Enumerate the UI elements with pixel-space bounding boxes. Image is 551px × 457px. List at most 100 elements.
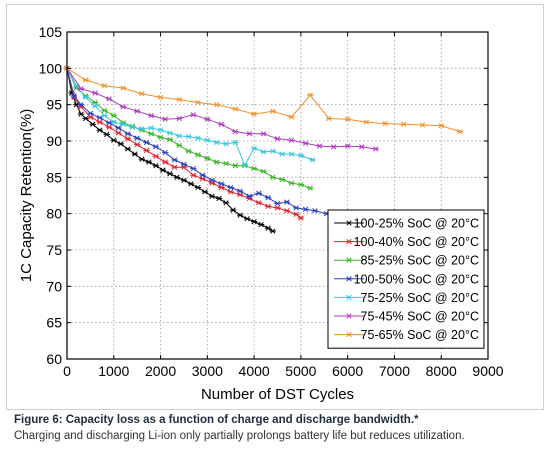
data-point (171, 164, 178, 170)
data-point (199, 172, 206, 178)
data-point (110, 119, 117, 125)
legend-item: 100-50% SoC @ 20°C (334, 272, 479, 286)
data-point (232, 163, 239, 169)
data-point (307, 92, 314, 98)
chart-frame: 0 1000 2000 3000 4000 5000 6000 7000 8000 9000 60 6… (6, 4, 544, 410)
legend-item: 100-25% SoC @ 20°C (334, 217, 479, 231)
data-point (89, 121, 96, 127)
data-point (309, 157, 316, 163)
data-point (101, 107, 108, 114)
data-point (274, 136, 281, 142)
caption-title: Figure 6: Capacity loss as a function of… (14, 414, 419, 426)
data-point (208, 193, 216, 199)
y-axis-label: 1C Capacity Retention(%) (18, 109, 35, 282)
y-tick-label: 80 (46, 206, 62, 222)
data-point (194, 184, 202, 191)
data-point (176, 142, 183, 149)
data-point (344, 116, 351, 122)
legend: 100-25% SoC @ 20°C 100-40% SoC @ 20°C 85-2… (327, 209, 485, 349)
data-point (243, 216, 251, 222)
data-point (278, 176, 286, 183)
data-point (260, 168, 267, 175)
data-point (133, 141, 141, 148)
data-point (190, 165, 197, 172)
data-point (96, 127, 103, 133)
data-point (117, 141, 124, 147)
data-point (283, 199, 291, 205)
data-point (166, 171, 174, 177)
data-point (201, 189, 209, 195)
legend-swatch-marker (345, 238, 353, 245)
series-2 (63, 65, 305, 221)
data-point (255, 200, 262, 206)
data-point (264, 203, 272, 210)
data-point (260, 131, 267, 137)
data-point (70, 93, 78, 99)
data-point (250, 219, 258, 225)
data-point (274, 205, 281, 211)
data-point (208, 177, 216, 183)
x-tick-label: 5000 (285, 363, 316, 379)
data-point (162, 159, 169, 165)
data-point (288, 137, 295, 143)
legend-item: 75-45% SoC @ 20°C (334, 310, 479, 324)
y-tick-label: 100 (39, 60, 63, 76)
data-point (148, 112, 155, 119)
data-point (157, 94, 164, 101)
data-point (363, 119, 370, 125)
data-point (173, 174, 181, 180)
data-point (297, 215, 305, 221)
series-3 (63, 65, 314, 191)
data-point (166, 136, 174, 143)
data-point (159, 167, 167, 173)
data-point (297, 181, 305, 188)
data-point (77, 86, 85, 92)
data-point (166, 130, 174, 136)
data-point (176, 96, 183, 103)
data-point (288, 114, 295, 120)
legend-item: 75-25% SoC @ 20°C (334, 291, 479, 305)
series-5 (63, 65, 316, 168)
data-point (190, 172, 197, 178)
data-point (288, 151, 295, 157)
data-point (293, 205, 300, 211)
data-point (152, 163, 160, 169)
data-point (218, 121, 225, 127)
capacity-retention-chart: 0 1000 2000 3000 4000 5000 6000 7000 8000 9000 60 6… (18, 24, 504, 403)
y-tick-label: 60 (46, 351, 62, 367)
data-point (222, 160, 230, 167)
data-point (274, 200, 281, 207)
data-point (288, 180, 295, 186)
data-point (222, 200, 230, 206)
data-point (204, 155, 211, 162)
legend-item: 75-65% SoC @ 20°C (334, 328, 479, 342)
data-point (143, 147, 150, 154)
x-tick-label: 1000 (98, 363, 129, 379)
legend-label: 100-40% SoC @ 20°C (354, 235, 479, 249)
data-point (278, 151, 286, 157)
legend-label: 85-25% SoC @ 20°C (361, 254, 479, 268)
data-point (283, 208, 291, 214)
y-tick-label: 105 (39, 24, 63, 40)
data-point (148, 125, 155, 131)
data-point (152, 144, 160, 150)
data-point (372, 146, 379, 152)
data-point (325, 115, 333, 122)
data-point (269, 174, 277, 180)
data-point (227, 184, 234, 191)
data-point (138, 156, 146, 162)
data-point (194, 99, 202, 106)
data-point (131, 151, 139, 157)
data-point (145, 159, 153, 165)
data-point (105, 96, 113, 102)
x-tick-label: 7000 (379, 363, 410, 379)
data-point (241, 162, 248, 168)
data-point (250, 165, 258, 172)
legend-label: 75-45% SoC @ 20°C (361, 310, 479, 324)
data-point (82, 94, 89, 101)
data-point (213, 139, 220, 146)
data-point (438, 123, 445, 129)
data-point (119, 104, 127, 110)
data-point (119, 85, 127, 91)
data-point (330, 144, 337, 150)
